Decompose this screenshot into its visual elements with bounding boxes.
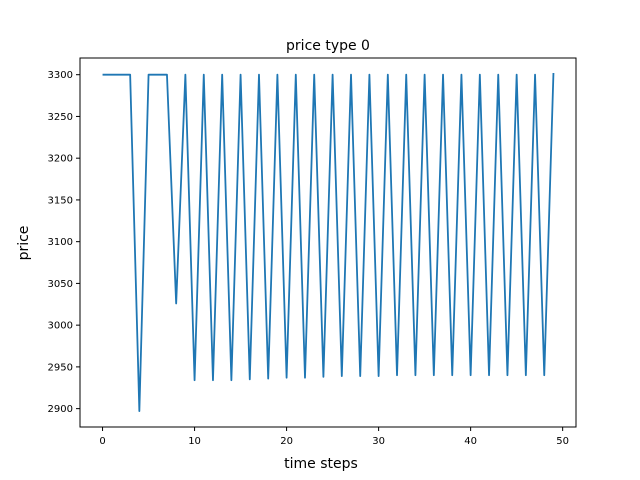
x-axis-label: time steps	[284, 456, 358, 472]
plot-frame	[79, 57, 577, 428]
y-tick-label: 2900	[48, 404, 73, 415]
x-tick-label: 20	[280, 436, 293, 447]
y-tick-label: 3300	[48, 70, 73, 81]
x-tick-label: 40	[464, 436, 477, 447]
x-axis: 0 10 20 30 40 50	[99, 427, 569, 447]
y-tick-label: 3100	[48, 237, 73, 248]
x-tick-label: 10	[188, 436, 201, 447]
y-tick-label: 3050	[48, 279, 73, 290]
y-tick-label: 2950	[48, 362, 73, 373]
x-tick-label: 0	[99, 436, 105, 447]
plot-area	[102, 73, 555, 413]
x-tick-label: 50	[556, 436, 569, 447]
y-tick-label: 3250	[48, 112, 73, 123]
y-tick-label: 3200	[48, 154, 73, 165]
y-axis-label: price	[16, 226, 32, 261]
chart-title: price type 0	[286, 38, 370, 54]
y-axis: 2900 2950 3000 3050 3100 3150 3200 3250 3300	[48, 70, 80, 415]
x-tick-label: 30	[372, 436, 385, 447]
y-tick-label: 3150	[48, 195, 73, 206]
y-tick-label: 3000	[48, 321, 73, 332]
series-line-0	[102, 73, 555, 413]
